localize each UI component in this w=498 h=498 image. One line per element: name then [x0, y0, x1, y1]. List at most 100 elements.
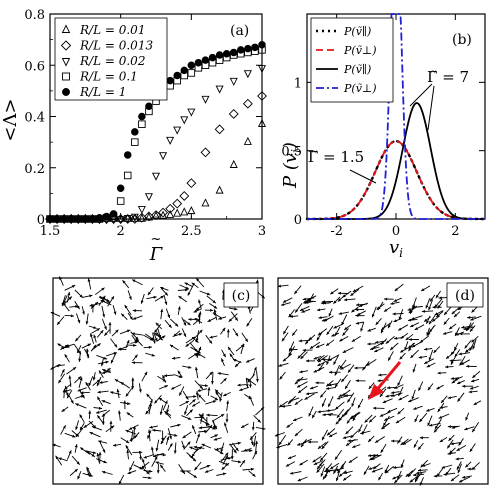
- cArrows-arrow: [209, 335, 218, 339]
- cArrows-arrow: [143, 454, 155, 459]
- panel-a-point: [88, 215, 97, 223]
- cArrows-arrow: [150, 446, 154, 456]
- dArrows-arrow: [382, 415, 390, 427]
- cArrows-arrow: [76, 345, 82, 354]
- cArrows-arrow: [167, 442, 173, 451]
- dArrows-arrow: [447, 395, 457, 399]
- cArrows-arrow: [81, 306, 85, 315]
- cArrows-arrow: [232, 442, 239, 452]
- dArrows-arrow: [402, 438, 412, 446]
- panel-a-point: [109, 210, 118, 218]
- cArrows-arrow: [89, 431, 101, 438]
- dArrows-arrow: [291, 329, 298, 336]
- dArrows-arrow: [407, 342, 416, 349]
- panel-b-xtick-label: -2: [330, 224, 343, 239]
- dArrows-arrow: [342, 435, 352, 439]
- dArrows-arrow: [445, 365, 454, 369]
- dArrows-arrow: [412, 363, 417, 373]
- dArrows-arrow: [465, 322, 475, 332]
- cArrows-arrow: [101, 305, 106, 318]
- dArrows-arrow: [286, 422, 294, 429]
- dArrows-arrow: [436, 467, 444, 477]
- dArrows-arrow: [336, 408, 345, 419]
- panel-d-label: (d): [455, 288, 475, 304]
- panel-a-point: [81, 215, 90, 223]
- cArrows-arrow: [229, 441, 242, 446]
- cArrows-arrow: [138, 383, 142, 393]
- dArrows-arrow: [318, 316, 328, 319]
- dArrows-arrow: [333, 296, 341, 305]
- cArrows-arrow: [183, 319, 191, 326]
- panel-b-ytick-label: 0.5: [281, 145, 302, 160]
- dArrows-arrow: [339, 359, 347, 370]
- cArrows-arrow: [74, 375, 82, 384]
- dArrows-arrow: [274, 432, 285, 437]
- dArrows-arrow: [429, 294, 436, 302]
- panel-a-point: [102, 212, 111, 221]
- cArrows-arrow: [92, 372, 96, 381]
- dArrows-arrow: [447, 425, 458, 428]
- cArrows-arrow: [149, 425, 158, 429]
- cArrows-arrow: [89, 333, 95, 344]
- dArrows-arrow: [372, 406, 385, 410]
- dArrows-arrow: [426, 327, 430, 336]
- panel-a-point: [138, 112, 146, 121]
- dArrows-arrow: [398, 394, 409, 401]
- dArrows-arrow: [323, 315, 334, 322]
- panel-a-point: [244, 44, 252, 53]
- dArrows-arrow: [414, 414, 419, 423]
- cArrows-arrow: [204, 308, 214, 312]
- dArrows-arrow: [454, 376, 463, 381]
- dArrows-arrow: [453, 311, 461, 318]
- dArrows-arrow: [296, 381, 308, 388]
- dArrows-arrow: [330, 288, 339, 295]
- cArrows-arrow: [186, 409, 194, 417]
- dArrows-arrow: [420, 285, 431, 292]
- cArrows-arrow: [217, 372, 229, 376]
- cArrows-arrow: [215, 391, 221, 399]
- dArrows-arrow: [369, 454, 379, 461]
- cArrows-arrow: [74, 289, 84, 299]
- dArrows-arrow: [385, 466, 394, 474]
- panel-a-point: [53, 215, 61, 223]
- cArrows-arrow: [255, 406, 265, 416]
- cArrows-arrow: [74, 300, 80, 310]
- dArrows-arrow: [322, 301, 332, 305]
- cArrows-arrow: [154, 395, 162, 404]
- dArrows-arrow: [338, 311, 349, 315]
- dArrows-arrow: [317, 355, 328, 363]
- dArrows-arrow: [405, 333, 414, 341]
- dArrows-arrow: [325, 386, 336, 390]
- panel-a-point: [201, 198, 210, 207]
- panel-a-point: [208, 53, 217, 62]
- dArrows-arrow: [289, 315, 299, 318]
- panel-b-ytick-label: 1: [294, 76, 302, 91]
- dArrows-arrow: [383, 306, 392, 312]
- dArrows-arrow: [465, 412, 470, 421]
- dArrows-arrow: [395, 416, 406, 424]
- cArrows-arrow: [193, 308, 202, 313]
- dArrows-arrow: [426, 407, 435, 412]
- cArrows-arrow: [147, 287, 154, 296]
- panel-a-point: [116, 216, 125, 225]
- dArrows-arrow: [464, 461, 472, 468]
- dArrows-arrow: [360, 430, 371, 435]
- dArrows-arrow: [345, 438, 356, 447]
- cArrows-arrow: [164, 411, 172, 419]
- cArrows-arrow: [152, 452, 164, 458]
- cArrows-arrow: [108, 322, 112, 334]
- dArrows-arrow: [451, 307, 460, 315]
- dArrows-arrow: [288, 348, 298, 352]
- cArrows-arrow: [194, 317, 203, 324]
- panel-a-series-0: [45, 118, 267, 222]
- dArrows-arrow: [433, 424, 442, 433]
- svg-text:vi: vi: [389, 237, 403, 260]
- cArrows-arrow: [66, 366, 77, 375]
- dArrows-arrow: [389, 342, 399, 351]
- dArrows-arrow: [320, 466, 326, 477]
- cArrows-arrow: [199, 290, 211, 296]
- dArrows-arrow: [449, 359, 462, 362]
- cArrows-arrow: [91, 328, 101, 334]
- cArrows-arrow: [69, 468, 78, 476]
- dArrows-arrow: [418, 355, 428, 359]
